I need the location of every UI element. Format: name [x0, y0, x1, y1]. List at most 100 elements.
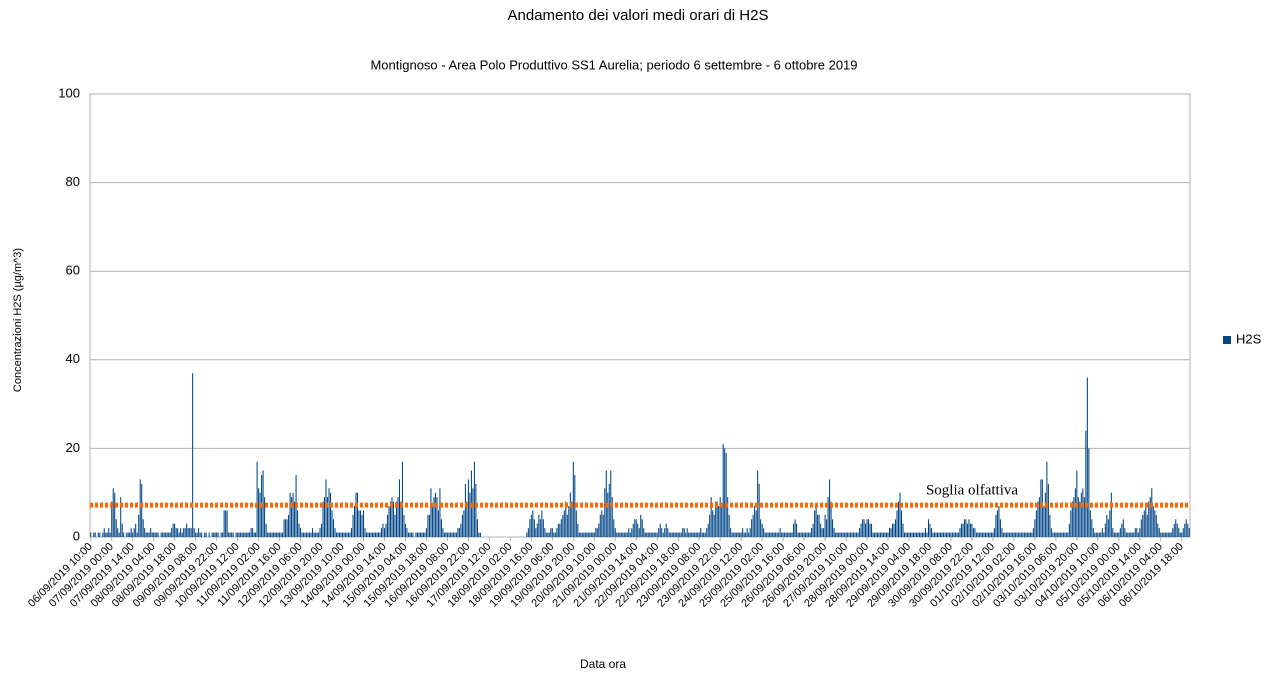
bar: [640, 514, 642, 537]
bar: [1163, 532, 1165, 537]
bar: [292, 492, 294, 537]
bar: [785, 532, 787, 537]
bar: [884, 532, 886, 537]
bar: [431, 505, 433, 537]
bar: [286, 519, 288, 537]
bar: [94, 532, 96, 537]
bar: [365, 532, 368, 537]
bar: [1094, 532, 1096, 537]
bar: [877, 532, 879, 537]
bar: [1143, 510, 1145, 537]
bar: [151, 532, 153, 537]
bar: [644, 532, 646, 537]
bar: [252, 528, 254, 537]
bar: [412, 532, 414, 537]
bar: [911, 532, 913, 537]
bar: [710, 497, 712, 537]
bar: [680, 532, 682, 537]
bar: [568, 505, 570, 537]
bar: [178, 532, 180, 537]
bar: [1134, 528, 1136, 537]
bar: [114, 492, 116, 537]
bar: [406, 528, 408, 537]
bar: [733, 532, 735, 537]
bar: [896, 510, 898, 537]
bar: [1128, 532, 1130, 537]
bar: [145, 532, 147, 537]
bar: [697, 532, 699, 537]
bar: [734, 532, 736, 537]
bar: [1095, 532, 1097, 537]
bar: [306, 532, 308, 537]
bar: [1074, 488, 1076, 537]
bar: [607, 492, 609, 537]
bar: [120, 497, 122, 537]
bar: [1170, 532, 1172, 537]
bar: [814, 510, 816, 537]
threshold-label: Soglia olfattiva: [926, 483, 1018, 499]
bar: [310, 532, 312, 537]
bar: [1028, 532, 1030, 537]
bar: [874, 532, 876, 537]
y-tick-label: 0: [73, 528, 80, 543]
bar: [854, 532, 856, 537]
bar: [103, 528, 105, 537]
bar: [1164, 532, 1166, 537]
bar: [1184, 523, 1186, 537]
bar: [1154, 510, 1156, 537]
bar: [638, 528, 640, 537]
bar: [184, 528, 186, 537]
bar: [267, 532, 269, 537]
bar: [590, 532, 592, 537]
bar: [213, 532, 215, 537]
bar: [199, 532, 201, 537]
bar: [647, 532, 649, 537]
bar: [667, 528, 669, 537]
bar: [318, 532, 320, 537]
bar: [745, 532, 747, 537]
bar: [962, 523, 964, 537]
bar: [770, 532, 772, 537]
bar: [554, 532, 556, 537]
bar: [253, 532, 255, 537]
bar: [888, 528, 891, 537]
bar: [189, 528, 191, 537]
bar: [461, 514, 463, 537]
bar: [927, 519, 930, 537]
bar: [394, 514, 396, 537]
bar: [425, 528, 427, 537]
bar: [222, 532, 224, 537]
bar: [1161, 532, 1163, 537]
bar: [321, 523, 323, 537]
bar: [288, 514, 290, 537]
bar: [336, 532, 338, 537]
bar: [449, 532, 451, 537]
bar: [736, 532, 738, 537]
bar: [658, 528, 660, 537]
bar: [157, 532, 159, 537]
bar: [454, 532, 456, 537]
bar: [136, 532, 138, 537]
bar: [344, 532, 347, 537]
bar: [448, 532, 450, 537]
bar: [1109, 510, 1111, 537]
bar: [1049, 514, 1051, 537]
bar: [331, 510, 333, 537]
bar: [912, 532, 915, 537]
bar: [301, 532, 303, 537]
bar: [90, 532, 92, 537]
bar: [860, 523, 862, 537]
bar: [479, 532, 481, 537]
bar: [569, 492, 571, 537]
bar: [844, 532, 846, 537]
bar: [1145, 505, 1147, 537]
bar: [231, 532, 233, 537]
bar: [273, 532, 275, 537]
bar: [1086, 377, 1088, 537]
bar: [130, 528, 132, 537]
bar: [383, 528, 386, 537]
bar: [871, 523, 873, 537]
bar: [1169, 532, 1171, 537]
bar: [135, 523, 137, 537]
bar: [650, 532, 652, 537]
